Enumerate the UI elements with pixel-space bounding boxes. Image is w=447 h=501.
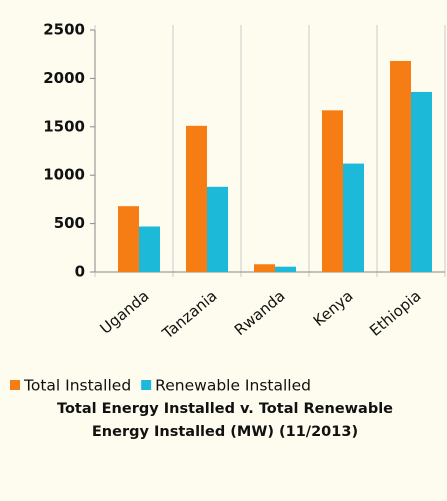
- bar: [322, 110, 343, 273]
- legend-label: Total Installed: [23, 377, 131, 395]
- bar: [139, 226, 160, 272]
- y-tick-label: 0: [75, 263, 85, 281]
- x-tick-label: Uganda: [97, 287, 153, 338]
- x-tick-label: Ethiopia: [366, 287, 424, 340]
- bar: [254, 264, 275, 272]
- chart-title: Total Energy Installed v. Total Renewabl…: [56, 401, 394, 440]
- bar: [186, 125, 207, 272]
- x-tick-label: Kenya: [310, 287, 357, 330]
- y-tick-label: 2000: [43, 69, 85, 87]
- legend-swatch: [10, 380, 20, 390]
- bar: [411, 91, 432, 273]
- y-tick-label: 1000: [43, 166, 85, 184]
- bar: [207, 186, 228, 272]
- y-tick-label: 2500: [43, 21, 85, 39]
- x-tick-label: Rwanda: [231, 287, 289, 339]
- legend-label: Renewable Installed: [155, 377, 311, 395]
- y-tick-label: 1500: [43, 117, 85, 135]
- y-tick-label: 500: [54, 214, 85, 232]
- legend-swatch: [141, 380, 152, 390]
- bar: [343, 163, 364, 272]
- bar: [275, 266, 296, 272]
- x-tick-label: Tanzania: [158, 287, 220, 343]
- bar: [118, 206, 139, 272]
- bar: [390, 60, 411, 273]
